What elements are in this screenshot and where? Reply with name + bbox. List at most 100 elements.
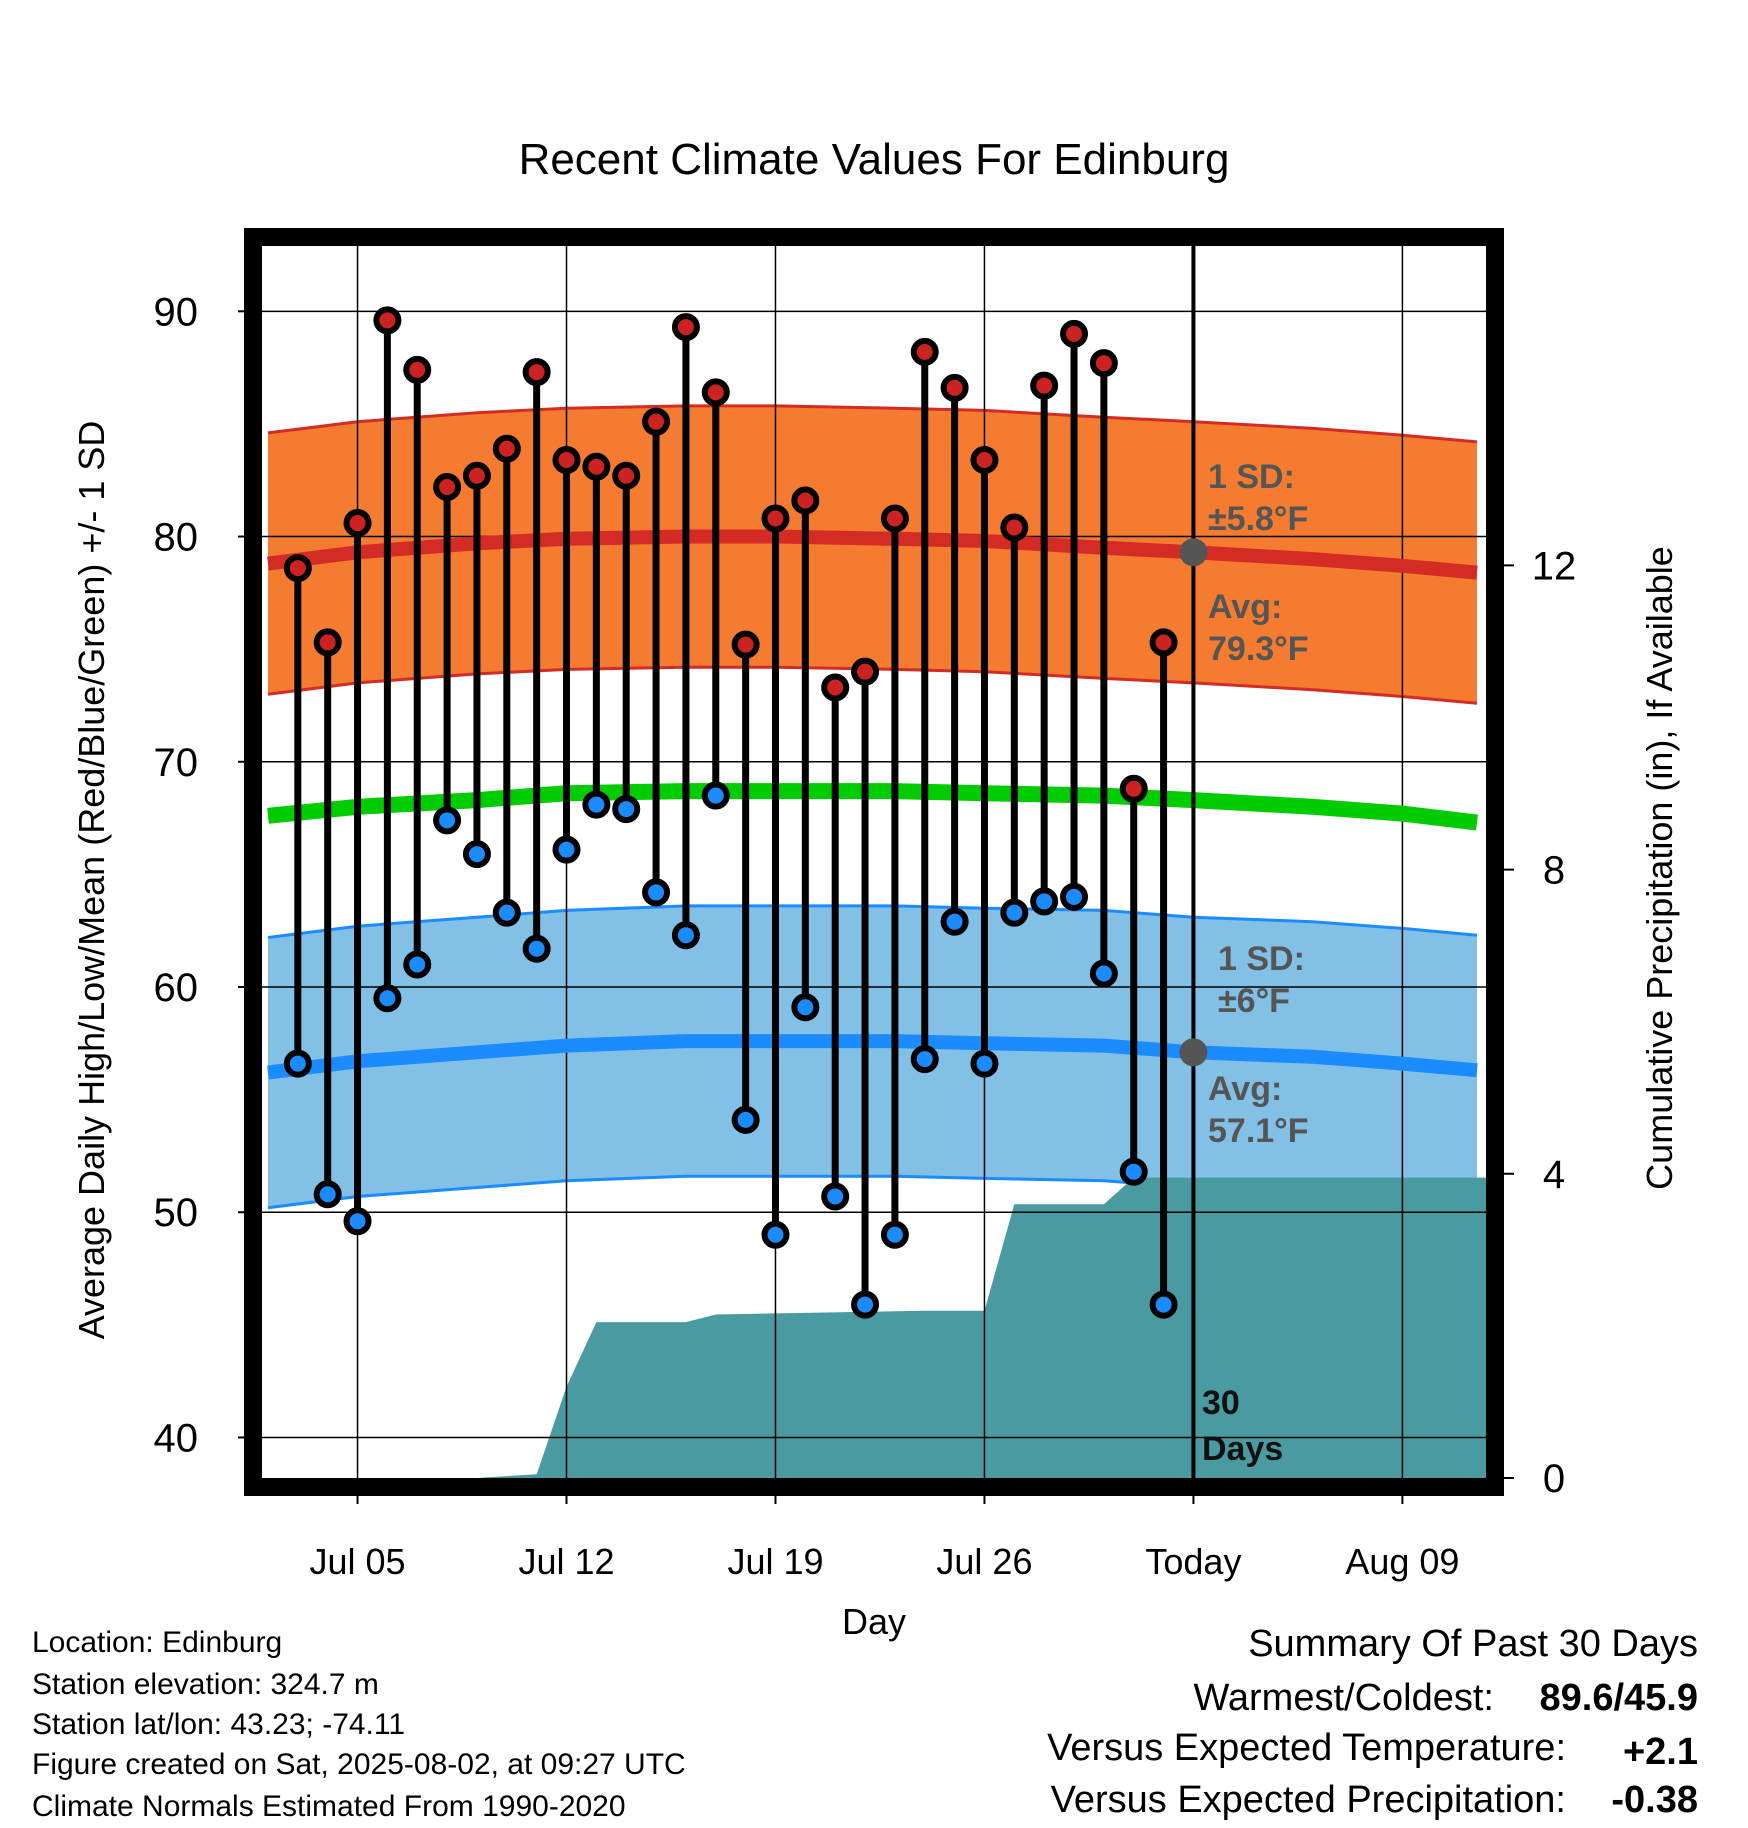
- low-temp-point: [642, 878, 671, 907]
- low-temp-point: [1000, 898, 1029, 927]
- low-temp-point: [492, 898, 521, 927]
- high-temp-point: [582, 452, 611, 481]
- low-temp-point: [1119, 1157, 1148, 1186]
- low-temp-point: [761, 1220, 790, 1249]
- low-temp-point: [851, 1290, 880, 1319]
- high-temp-point: [1030, 371, 1059, 400]
- high-temp-point: [522, 358, 551, 387]
- low-temp-point: [612, 795, 641, 824]
- high-temp-point: [313, 628, 342, 657]
- info-elevation: Station elevation: 324.7 m: [32, 1668, 379, 1701]
- high-temp-point: [791, 486, 820, 515]
- y-tick-label: 50: [154, 1191, 199, 1235]
- low-temp-point: [1149, 1290, 1178, 1319]
- x-tick-label: Jul 05: [309, 1541, 405, 1582]
- summary-warmest-value: 89.6/45.9: [1540, 1677, 1698, 1719]
- y-tick-label: 80: [154, 516, 199, 560]
- precip-area: [262, 1177, 1486, 1478]
- high-temp-point: [552, 445, 581, 474]
- summary-precip-label: Versus Expected Precipitation:: [1051, 1779, 1566, 1821]
- low-temp-point: [970, 1049, 999, 1078]
- low-temp-point: [940, 907, 969, 936]
- info-location: Location: Edinburg: [32, 1626, 282, 1659]
- info-latlon: Station lat/lon: 43.23; -74.11: [32, 1708, 405, 1741]
- x-axis-label: Day: [842, 1601, 906, 1642]
- low-temp-point: [671, 921, 700, 950]
- high-band-upper-edge: [267, 404, 1478, 444]
- today-high-avg-marker: [1179, 538, 1208, 567]
- y-tick-label: 70: [154, 741, 199, 785]
- low-temp-point: [403, 950, 432, 979]
- high-temp-point: [1089, 349, 1118, 378]
- low-temp-point: [283, 1049, 312, 1078]
- low-temp-point: [1060, 882, 1089, 911]
- low-temp-point: [1030, 887, 1059, 916]
- plot-frame: [244, 228, 1504, 1496]
- high-temp-point: [433, 472, 462, 501]
- low-avg-label: Avg:: [1208, 1070, 1282, 1108]
- y-tick-label: 40: [154, 1416, 199, 1460]
- high-temp-point: [731, 630, 760, 659]
- high-temp-point: [1119, 774, 1148, 803]
- high-temp-point: [761, 504, 790, 533]
- high-temp-point: [343, 509, 372, 538]
- x-tick-label: Jul 26: [936, 1541, 1032, 1582]
- high-temp-point: [970, 445, 999, 474]
- low-sd-band: [268, 905, 1477, 1208]
- right-tick-label: 0: [1543, 1457, 1565, 1501]
- high-temp-point: [642, 407, 671, 436]
- summary-warmest-label: Warmest/Coldest:: [1193, 1677, 1494, 1719]
- high-temp-point: [910, 337, 939, 366]
- summary-temp-label: Versus Expected Temperature:: [1047, 1727, 1566, 1769]
- x-tick-label: Jul 19: [727, 1541, 823, 1582]
- info-created: Figure created on Sat, 2025-08-02, at 09…: [32, 1748, 686, 1781]
- high-temp-point: [1149, 628, 1178, 657]
- high-avg-value: 79.3°F: [1208, 630, 1309, 668]
- summary-title: Summary Of Past 30 Days: [1248, 1623, 1698, 1665]
- high-temp-point: [403, 355, 432, 384]
- high-temp-point: [283, 554, 312, 583]
- chart-title: Recent Climate Values For Edinburg: [519, 135, 1230, 184]
- high-temp-point: [880, 504, 909, 533]
- x-tick-label: Jul 12: [518, 1541, 614, 1582]
- high-temp-point: [701, 378, 730, 407]
- high-temp-point: [671, 313, 700, 342]
- summary-precip-value: -0.38: [1611, 1779, 1698, 1821]
- low-temp-point: [701, 781, 730, 810]
- low-temp-point: [821, 1182, 850, 1211]
- high-temp-point: [940, 373, 969, 402]
- low-sd-label: 1 SD:: [1218, 940, 1305, 978]
- high-temp-point: [612, 461, 641, 490]
- high-sd-value: ±5.8°F: [1208, 500, 1308, 538]
- y-tick-label: 90: [154, 290, 199, 334]
- today-low-avg-marker: [1179, 1038, 1208, 1067]
- low-temp-point: [373, 984, 402, 1013]
- summary-temp-value: +2.1: [1623, 1731, 1698, 1773]
- low-temp-point: [313, 1180, 342, 1209]
- low-temp-point: [552, 835, 581, 864]
- low-temp-point: [910, 1045, 939, 1074]
- low-temp-point: [880, 1220, 909, 1249]
- low-temp-point: [522, 934, 551, 963]
- low-sd-value: ±6°F: [1218, 982, 1290, 1020]
- high-temp-point: [462, 461, 491, 490]
- low-temp-point: [731, 1105, 760, 1134]
- right-tick-label: 4: [1543, 1153, 1565, 1197]
- low-temp-point: [582, 790, 611, 819]
- high-temp-point: [821, 673, 850, 702]
- low-temp-point: [343, 1207, 372, 1236]
- high-temp-point: [373, 306, 402, 335]
- y-axis-label-left: Average Daily High/Low/Mean (Red/Blue/Gr…: [71, 421, 112, 1340]
- high-temp-point: [1000, 513, 1029, 542]
- right-tick-label: 12: [1532, 544, 1577, 588]
- high-avg-label: Avg:: [1208, 588, 1282, 626]
- high-temp-point: [492, 434, 521, 463]
- y-tick-label: 60: [154, 966, 199, 1010]
- high-temp-point: [851, 657, 880, 686]
- y-axis-label-right: Cumulative Precipitation (in), If Availa…: [1639, 546, 1680, 1190]
- days-count-label: 30: [1202, 1384, 1240, 1422]
- x-tick-label: Today: [1145, 1541, 1241, 1582]
- low-temp-point: [462, 840, 491, 869]
- x-tick-label: Aug 09: [1345, 1541, 1459, 1582]
